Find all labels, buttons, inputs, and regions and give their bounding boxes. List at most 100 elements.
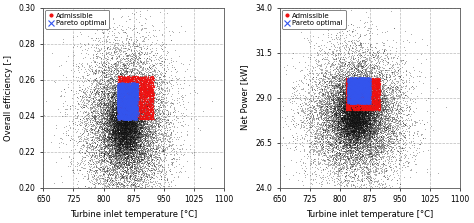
Point <box>122 103 130 107</box>
Point <box>375 108 383 112</box>
Point <box>333 112 340 116</box>
Point <box>94 159 102 163</box>
Point <box>390 87 397 91</box>
Point <box>346 133 354 137</box>
Point <box>117 117 124 121</box>
Point <box>320 127 328 130</box>
Point <box>136 75 144 79</box>
Point <box>131 117 139 120</box>
Point <box>136 131 144 134</box>
Point <box>138 110 146 114</box>
Point <box>336 120 343 123</box>
Point <box>137 60 145 64</box>
Point <box>345 81 352 85</box>
Point <box>110 186 118 190</box>
Point <box>344 73 351 76</box>
Point <box>121 126 128 130</box>
Point <box>375 99 383 103</box>
Point <box>357 41 365 45</box>
Point <box>411 120 419 124</box>
Point <box>387 99 394 103</box>
Point <box>339 106 347 109</box>
Point <box>383 107 391 111</box>
Point <box>139 89 147 93</box>
Point <box>86 129 93 133</box>
Point <box>116 124 123 128</box>
Point <box>370 81 377 84</box>
Point <box>367 95 374 99</box>
Point <box>356 162 363 166</box>
Point <box>119 121 127 124</box>
Point <box>111 100 118 104</box>
Point <box>389 132 397 136</box>
Point <box>127 132 135 136</box>
Point <box>128 121 136 125</box>
Point <box>124 112 131 115</box>
Point <box>133 122 141 125</box>
Point <box>349 112 356 116</box>
Point <box>128 97 136 101</box>
Point <box>353 125 360 128</box>
Point <box>381 56 389 60</box>
Point <box>351 101 358 104</box>
Point <box>118 78 126 82</box>
Point <box>396 138 403 142</box>
Point <box>174 89 182 93</box>
Point <box>353 90 361 94</box>
Point <box>332 151 340 155</box>
Point <box>133 117 141 121</box>
Point <box>357 84 365 87</box>
Point <box>134 192 142 195</box>
Point <box>118 108 126 111</box>
Point <box>346 90 354 94</box>
Point <box>122 146 129 150</box>
Point <box>346 60 353 64</box>
Point <box>354 90 362 93</box>
Point <box>340 143 348 147</box>
Point <box>407 74 414 78</box>
Point <box>359 129 366 132</box>
Point <box>105 75 113 78</box>
Point <box>357 128 365 132</box>
Point <box>82 103 90 107</box>
Point <box>354 110 361 114</box>
Point <box>148 112 155 116</box>
Point <box>125 110 132 114</box>
Point <box>351 88 359 92</box>
Point <box>135 121 143 125</box>
Point <box>372 105 379 109</box>
Point <box>128 121 136 125</box>
Point <box>128 95 136 99</box>
Point <box>371 128 379 132</box>
Point <box>115 88 123 92</box>
Point <box>133 145 141 149</box>
Point <box>126 132 134 136</box>
Point <box>132 94 140 98</box>
Point <box>106 117 113 121</box>
Point <box>358 89 366 93</box>
Point <box>146 125 154 128</box>
Point <box>360 96 367 100</box>
Point <box>375 95 383 98</box>
Point <box>338 117 346 121</box>
Point <box>334 136 342 140</box>
Point <box>345 70 352 74</box>
Point <box>124 123 131 127</box>
Point <box>141 80 148 84</box>
Point <box>352 105 360 109</box>
Point <box>336 142 344 145</box>
Point <box>150 99 157 103</box>
Point <box>132 112 139 115</box>
Point <box>146 99 154 103</box>
Point <box>121 66 129 70</box>
Point <box>116 59 123 63</box>
Point <box>360 88 368 91</box>
Point <box>278 116 286 119</box>
Point <box>104 87 111 91</box>
Point <box>99 109 106 113</box>
Point <box>104 60 112 63</box>
Point <box>350 128 358 132</box>
Point <box>101 112 109 116</box>
Point <box>337 127 345 131</box>
Point <box>142 112 150 116</box>
